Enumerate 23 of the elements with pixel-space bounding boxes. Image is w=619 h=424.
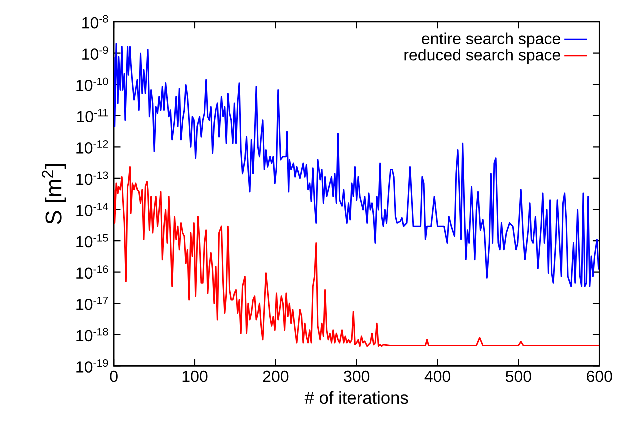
y-axis-title: S [m$^{2}$] (42, 164, 66, 224)
y-tick-label: 10$^{-11}$ (77, 109, 108, 122)
y-tick-label: 10$^{-12}$ (76, 140, 108, 154)
x-tick-label: 600 (587, 370, 612, 382)
x-tick-label: 500 (506, 370, 532, 382)
legend-label: entire search space (422, 32, 560, 48)
y-tick-label: 10$^{-19}$ (76, 359, 108, 373)
x-tick-label: 200 (263, 370, 289, 382)
y-tick-label: 10$^{-17}$ (76, 296, 108, 310)
legend-label: reduced search space (404, 48, 560, 64)
x-tick-label: 400 (424, 370, 451, 382)
x-tick-label: 300 (344, 370, 370, 382)
x-axis-title: # of iterations (304, 391, 408, 404)
x-tick-label: 0 (110, 370, 118, 382)
y-tick-label: 10$^{-14}$ (76, 202, 108, 216)
y-tick-label: 10$^{-16}$ (76, 266, 108, 279)
y-tick-label: 10$^{-9}$ (82, 46, 108, 60)
x-tick-label: 100 (182, 370, 208, 382)
y-tick-label: 10$^{-10}$ (76, 78, 108, 92)
y-tick-label: 10$^{-15}$ (76, 234, 108, 248)
y-tick-label: 10$^{-13}$ (76, 172, 108, 186)
y-tick-label: 10$^{-18}$ (76, 328, 108, 342)
y-tick-label: 10$^{-8}$ (82, 15, 108, 29)
